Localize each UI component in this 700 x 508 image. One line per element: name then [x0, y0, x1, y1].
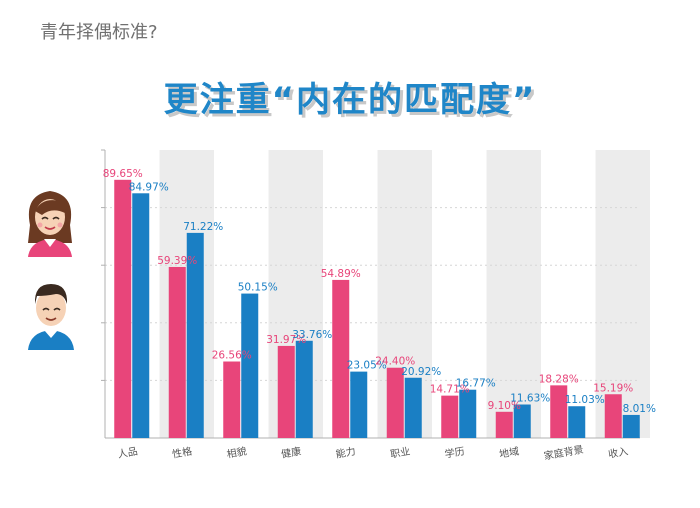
- data-label-male: 11.63%: [510, 393, 550, 405]
- bar-female: [604, 394, 622, 438]
- grid-stripe: [486, 150, 541, 438]
- page-title-shadow: 更注重“内在的匹配度”: [166, 83, 540, 123]
- x-tick-label: 能力: [335, 444, 357, 460]
- data-label-female: 89.65%: [103, 168, 143, 180]
- bar-female: [441, 395, 459, 438]
- x-tick-label: 相貌: [226, 444, 248, 460]
- data-label-female: 18.28%: [539, 373, 579, 385]
- bar-male: [295, 340, 313, 438]
- data-label-female: 26.56%: [212, 350, 252, 362]
- bar-female: [332, 279, 350, 438]
- bar-female: [223, 361, 241, 438]
- data-label-male: 11.03%: [565, 394, 605, 406]
- bar-female: [277, 345, 295, 438]
- x-tick-label: 收入: [607, 444, 629, 460]
- x-tick-label: 职业: [389, 445, 411, 460]
- x-tick-label: 性格: [171, 444, 193, 460]
- bar-male: [132, 193, 150, 438]
- bar-female: [495, 411, 513, 438]
- data-label-female: 15.19%: [593, 382, 633, 394]
- data-label-female: 24.40%: [375, 356, 415, 368]
- x-tick-label: 家庭背景: [543, 443, 585, 463]
- data-label-male: 71.22%: [183, 221, 223, 233]
- data-label-male: 50.15%: [238, 282, 278, 294]
- data-label-male: 16.77%: [456, 378, 496, 390]
- x-tick-label: 地域: [498, 444, 520, 460]
- data-label-male: 33.76%: [292, 329, 332, 341]
- data-label-female: 14.71%: [430, 384, 470, 396]
- data-label-male: 20.92%: [401, 366, 441, 378]
- bar-female: [168, 266, 186, 438]
- male-avatar-icon: [28, 284, 74, 350]
- bar-male: [404, 377, 422, 438]
- data-label-female: 54.89%: [321, 268, 361, 280]
- bar-female: [114, 179, 132, 439]
- data-label-female: 59.39%: [157, 255, 197, 267]
- female-avatar-icon: [28, 191, 72, 257]
- data-label-female: 9.10%: [488, 400, 521, 412]
- bar-male: [622, 414, 640, 438]
- bar-female: [550, 385, 568, 438]
- grid-stripe: [595, 150, 650, 438]
- bar-male: [459, 389, 477, 438]
- bar-male: [513, 404, 531, 438]
- bar-male: [568, 406, 586, 438]
- x-tick-label: 健康: [280, 444, 302, 460]
- data-label-female: 31.97%: [266, 334, 306, 346]
- x-tick-label: 学历: [444, 444, 466, 460]
- bar-female: [386, 367, 404, 438]
- bar-male: [186, 232, 204, 438]
- data-label-male: 8.01%: [623, 403, 656, 415]
- bar-male: [241, 293, 259, 438]
- page-title: 更注重“内在的匹配度”: [163, 80, 537, 120]
- bar-male: [350, 371, 368, 438]
- page-subtitle: 青年择偶标准?: [40, 22, 158, 43]
- data-label-male: 23.05%: [347, 360, 387, 372]
- data-label-male: 84.97%: [129, 181, 169, 193]
- x-tick-label: 人品: [117, 445, 139, 460]
